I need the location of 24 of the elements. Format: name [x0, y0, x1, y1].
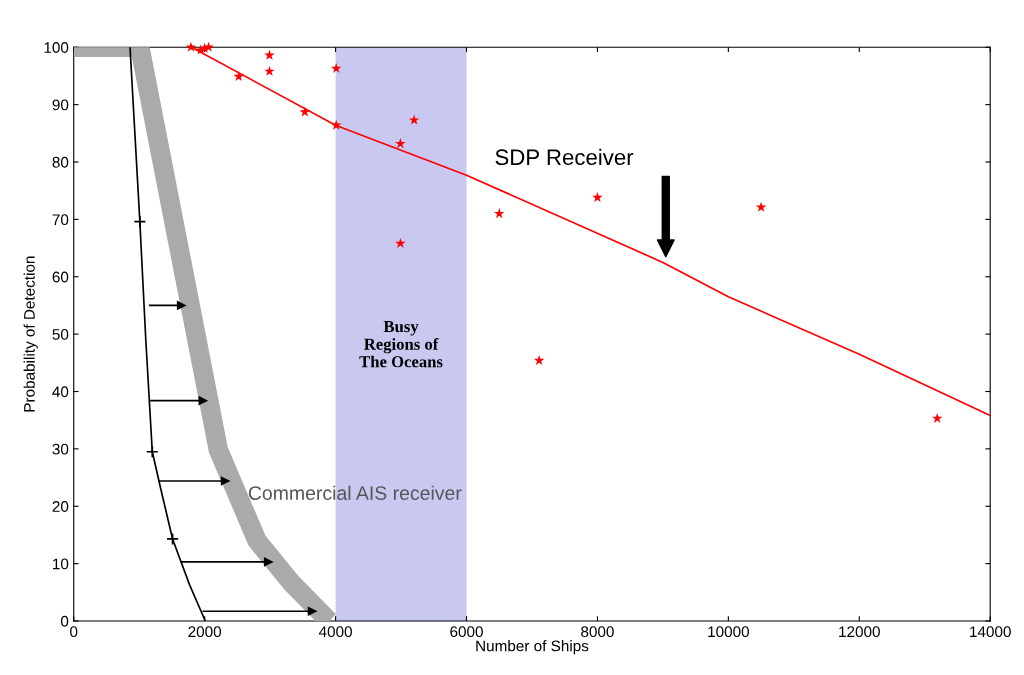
x-tick-label: 6000: [450, 626, 483, 638]
annotation: Commercial AIS receiver: [248, 485, 462, 500]
y-tick-label: 70: [52, 214, 69, 226]
x-tick-label: 14000: [970, 626, 1011, 638]
y-tick-label: 80: [52, 156, 69, 168]
y-tick-label: 0: [60, 615, 69, 627]
annotation: SDP Receiver: [495, 148, 634, 166]
y-tick-label: 100: [44, 42, 69, 53]
x-axis-title: Number of Ships: [476, 640, 589, 655]
y-tick-label: 50: [52, 328, 69, 340]
x-tick-label: 8000: [581, 626, 614, 638]
y-tick-label: 20: [52, 501, 69, 512]
band-label: Busy Regions of The Oceans: [359, 321, 443, 368]
y-tick-label: 30: [52, 443, 69, 455]
y-tick-label: 60: [52, 271, 69, 283]
x-tick-label: 0: [70, 626, 78, 638]
x-tick-label: 12000: [839, 626, 880, 638]
y-axis-title: Probability of Detection: [23, 256, 38, 412]
y-tick-label: 10: [53, 558, 69, 570]
x-tick-label: 2000: [188, 626, 222, 638]
y-tick-label: 40: [52, 386, 69, 398]
x-tick-label: 4000: [318, 626, 352, 638]
y-tick-label: 90: [52, 99, 69, 111]
x-tick-label: 10000: [708, 626, 749, 638]
